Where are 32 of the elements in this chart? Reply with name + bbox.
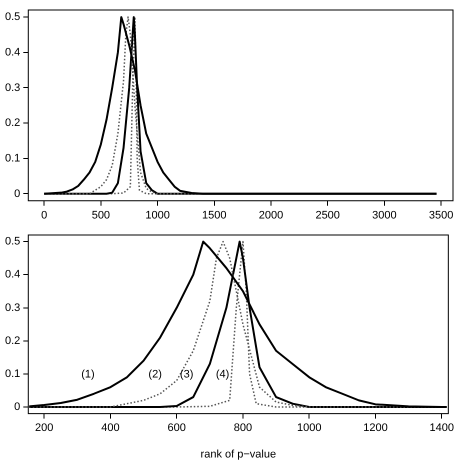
annotation: (4) <box>216 368 230 380</box>
x-tick-label: 0 <box>41 209 48 222</box>
y-tick-label: 0.2 <box>4 117 20 130</box>
x-tick-label: 1200 <box>363 422 388 434</box>
y-tick-label: 0.2 <box>4 334 20 347</box>
x-tick-label: 1400 <box>429 422 454 434</box>
x-tick-label: 600 <box>168 422 186 434</box>
x-tick-label: 200 <box>35 422 54 434</box>
x-tick-label: 1000 <box>145 209 170 222</box>
y-tick-label: 0 <box>14 401 20 414</box>
x-tick-label: 2500 <box>315 209 340 222</box>
x-tick-label: 400 <box>101 422 120 434</box>
y-tick-label: 0.4 <box>4 46 20 58</box>
x-axis-title: rank of p−value <box>200 448 276 460</box>
annotation: (1) <box>81 368 95 380</box>
y-tick-label: 0 <box>14 188 20 200</box>
y-tick-label: 0.1 <box>4 152 20 164</box>
y-tick-label: 0.3 <box>4 302 20 314</box>
y-tick-label: 0.5 <box>4 236 20 248</box>
x-tick-label: 1000 <box>296 422 322 434</box>
x-tick-label: 800 <box>234 422 252 434</box>
x-tick-label: 1500 <box>202 209 227 222</box>
y-tick-label: 0.1 <box>4 368 20 380</box>
y-tick-label: 0.4 <box>4 268 20 281</box>
annotation: (2) <box>148 368 162 380</box>
annotation: (3) <box>180 368 194 380</box>
y-tick-label: 0.5 <box>4 11 20 24</box>
x-tick-label: 2000 <box>258 209 284 222</box>
y-tick-label: 0.3 <box>4 82 20 94</box>
x-tick-label: 3000 <box>372 209 397 222</box>
x-tick-label: 500 <box>92 209 110 222</box>
x-tick-label: 3500 <box>428 209 454 222</box>
